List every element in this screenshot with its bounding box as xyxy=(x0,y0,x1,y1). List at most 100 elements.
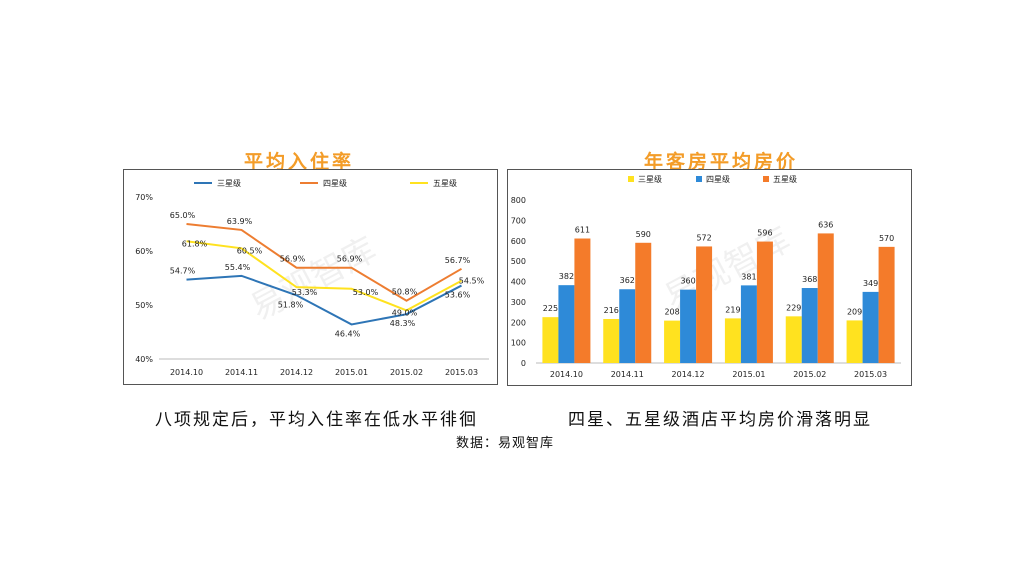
watermark-text: 易观智库 xyxy=(658,220,797,319)
data-label: 54.7% xyxy=(170,267,196,276)
legend-swatch xyxy=(763,176,769,182)
legend-label: 五星级 xyxy=(773,174,797,184)
line-chart-frame: 易观智库 40% 50% 60% 70% 2014.10 2014.11 2014.12 201… xyxy=(123,169,498,385)
legend-swatch xyxy=(696,176,702,182)
bar xyxy=(846,320,863,363)
data-label: 611 xyxy=(575,226,590,235)
y-tick-label: 60% xyxy=(135,247,153,256)
data-label: 349 xyxy=(863,279,878,288)
line-chart-title: 平均入住率 xyxy=(244,151,355,173)
bar xyxy=(740,285,757,363)
bar xyxy=(801,288,818,363)
data-label: 56.9% xyxy=(337,255,363,264)
data-label: 362 xyxy=(620,276,635,285)
bar xyxy=(817,233,834,363)
data-label: 229 xyxy=(786,303,801,312)
y-tick-label: 200 xyxy=(511,318,526,327)
series-line xyxy=(186,274,462,326)
data-label: 596 xyxy=(757,229,772,238)
data-label: 56.7% xyxy=(445,256,471,265)
x-tick-label: 2014.12 xyxy=(672,370,705,379)
y-tick-label: 50% xyxy=(135,301,153,310)
data-label: 360 xyxy=(680,277,695,286)
legend-label: 四星级 xyxy=(706,174,730,184)
bar xyxy=(558,285,575,363)
x-tick-label: 2014.12 xyxy=(280,368,313,377)
y-tick-label: 300 xyxy=(511,298,526,307)
data-label: 381 xyxy=(741,272,756,281)
data-label: 590 xyxy=(636,230,651,239)
bar xyxy=(603,318,620,363)
x-tick-label: 2015.02 xyxy=(390,368,423,377)
data-label: 382 xyxy=(559,272,574,281)
y-tick-label: 70% xyxy=(135,193,153,202)
y-tick-label: 800 xyxy=(511,196,526,205)
data-label: 54.5% xyxy=(459,277,485,286)
right-caption: 四星、五星级酒店平均房价滑落明显 xyxy=(568,410,872,430)
y-tick-label: 400 xyxy=(511,278,526,287)
y-tick-label: 0 xyxy=(521,359,526,368)
x-tick-label: 2014.10 xyxy=(170,368,203,377)
bar xyxy=(724,318,741,363)
data-label: 53.0% xyxy=(353,288,379,297)
y-tick-label: 500 xyxy=(511,257,526,266)
source-note: 数据：易观智库 xyxy=(456,436,555,451)
data-label: 368 xyxy=(802,275,817,284)
data-label: 570 xyxy=(879,234,894,243)
bar xyxy=(680,289,697,363)
bar xyxy=(862,291,879,363)
bar xyxy=(574,238,591,363)
y-tick-label: 700 xyxy=(511,216,526,225)
x-tick-label: 2015.03 xyxy=(854,370,887,379)
data-label: 572 xyxy=(696,233,711,242)
data-label: 216 xyxy=(604,306,619,315)
x-tick-label: 2014.11 xyxy=(225,368,258,377)
line-chart: 易观智库 40% 50% 60% 70% 2014.10 2014.11 2014.12 201… xyxy=(135,178,489,377)
data-label: 65.0% xyxy=(170,211,196,220)
data-label: 53.3% xyxy=(292,288,318,297)
bar xyxy=(878,246,895,363)
data-label: 63.9% xyxy=(227,217,253,226)
data-label: 219 xyxy=(725,305,740,314)
bar xyxy=(619,289,636,363)
data-label: 208 xyxy=(664,308,679,317)
data-label: 225 xyxy=(543,304,558,313)
legend-label: 五星级 xyxy=(433,178,457,188)
data-label: 51.8% xyxy=(278,300,304,309)
data-label: 56.9% xyxy=(280,255,306,264)
series-line xyxy=(186,223,463,302)
x-tick-label: 2014.10 xyxy=(550,370,583,379)
bar-chart-frame: 易观智库 0 100 200 300 400 500 600 700 800 三星级 四星级 五星级 22… xyxy=(507,169,912,386)
bar xyxy=(696,246,713,363)
bar xyxy=(756,241,773,363)
legend-label: 四星级 xyxy=(323,178,347,188)
data-label: 209 xyxy=(847,307,862,316)
x-tick-label: 2015.03 xyxy=(445,368,478,377)
x-tick-label: 2014.11 xyxy=(611,370,644,379)
bar xyxy=(542,317,559,363)
legend-label: 三星级 xyxy=(638,174,662,184)
legend-swatch xyxy=(628,176,634,182)
data-label: 61.8% xyxy=(182,239,208,248)
data-label: 636 xyxy=(818,220,833,229)
x-tick-label: 2015.01 xyxy=(732,370,765,379)
x-tick-label: 2015.02 xyxy=(793,370,826,379)
bar xyxy=(635,242,652,363)
bar-chart: 易观智库 0 100 200 300 400 500 600 700 800 三星级 四星级 五星级 22… xyxy=(511,174,901,379)
data-label: 49.0% xyxy=(392,308,418,317)
data-label: 60.5% xyxy=(237,246,263,255)
bar xyxy=(664,320,681,363)
y-tick-label: 600 xyxy=(511,237,526,246)
legend-label: 三星级 xyxy=(217,178,241,188)
series-line xyxy=(186,240,462,312)
data-label: 55.4% xyxy=(225,263,251,272)
bar xyxy=(785,316,802,363)
watermark-text: 易观智库 xyxy=(244,230,383,329)
data-label: 53.6% xyxy=(445,291,471,300)
y-tick-label: 40% xyxy=(135,355,153,364)
data-label: 50.8% xyxy=(392,288,418,297)
data-label: 46.4% xyxy=(335,329,361,338)
y-tick-label: 100 xyxy=(511,339,526,348)
data-label: 48.3% xyxy=(390,319,416,328)
